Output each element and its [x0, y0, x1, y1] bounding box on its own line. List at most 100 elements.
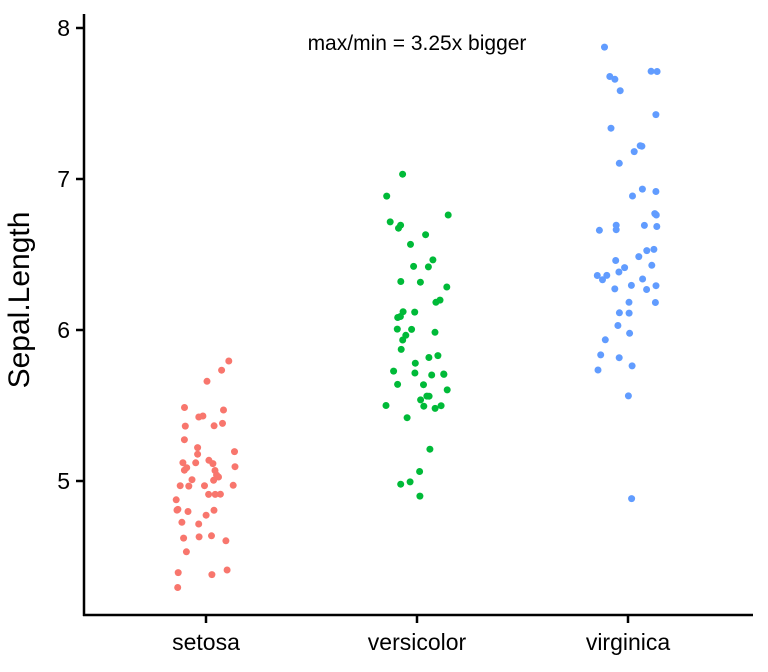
- data-point-virginica: [629, 192, 636, 200]
- data-point-versicolor: [411, 308, 419, 316]
- data-point-versicolor: [406, 478, 414, 486]
- data-point-setosa: [213, 471, 221, 479]
- data-point-versicolor: [382, 402, 390, 409]
- data-point-virginica: [621, 264, 629, 272]
- data-point-virginica: [601, 43, 608, 51]
- data-point-versicolor: [410, 262, 418, 270]
- data-point-setosa: [225, 357, 233, 365]
- data-point-versicolor: [399, 170, 407, 178]
- data-point-versicolor: [425, 354, 433, 361]
- data-point-setosa: [208, 571, 216, 579]
- data-point-virginica: [595, 226, 603, 234]
- data-point-versicolor: [416, 492, 424, 500]
- data-point-versicolor: [443, 386, 451, 394]
- data-point-setosa: [188, 476, 196, 484]
- data-point-setosa: [174, 569, 182, 577]
- data-point-setosa: [220, 406, 227, 414]
- data-point-versicolor: [440, 370, 448, 378]
- data-point-setosa: [183, 464, 191, 472]
- data-point-setosa: [181, 404, 188, 411]
- y-tick-label: 7: [57, 166, 70, 192]
- data-point-setosa: [176, 482, 184, 490]
- data-point-setosa: [222, 537, 230, 545]
- data-point-setosa: [179, 459, 187, 467]
- data-point-setosa: [205, 490, 213, 498]
- data-point-virginica: [640, 221, 648, 229]
- data-point-setosa: [229, 481, 237, 489]
- data-point-versicolor: [416, 278, 424, 286]
- data-point-virginica: [603, 271, 611, 279]
- data-point-setosa: [218, 366, 226, 374]
- data-point-setosa: [172, 496, 180, 504]
- data-point-virginica: [611, 285, 619, 293]
- data-point-virginica: [601, 336, 609, 344]
- data-point-versicolor: [411, 359, 419, 367]
- data-points-layer: [172, 43, 661, 591]
- annotation-text: max/min = 3.25x bigger: [308, 32, 527, 55]
- data-point-setosa: [216, 490, 224, 498]
- data-point-setosa: [192, 459, 200, 467]
- data-point-virginica: [643, 286, 651, 293]
- data-point-setosa: [231, 448, 238, 456]
- data-point-versicolor: [394, 314, 402, 321]
- data-point-virginica: [636, 142, 644, 150]
- data-point-virginica: [614, 322, 622, 329]
- data-point-virginica: [652, 188, 660, 195]
- data-point-versicolor: [407, 240, 414, 248]
- data-point-virginica: [612, 221, 620, 229]
- data-point-setosa: [178, 518, 186, 526]
- data-point-versicolor: [422, 231, 430, 239]
- x-tick-label-virginica: virginica: [586, 629, 671, 655]
- data-point-virginica: [615, 268, 623, 276]
- data-point-virginica: [593, 272, 601, 279]
- data-point-virginica: [628, 362, 636, 370]
- data-point-versicolor: [432, 298, 440, 306]
- data-point-setosa: [219, 419, 226, 427]
- data-point-versicolor: [394, 380, 402, 388]
- data-point-virginica: [628, 495, 636, 503]
- data-point-setosa: [208, 532, 215, 540]
- data-point-versicolor: [443, 283, 451, 291]
- data-point-virginica: [625, 298, 633, 306]
- data-point-virginica: [611, 75, 619, 83]
- data-point-setosa: [210, 422, 218, 430]
- data-point-virginica: [615, 354, 623, 362]
- data-point-versicolor: [393, 325, 401, 333]
- data-point-virginica: [599, 276, 606, 284]
- data-point-virginica: [626, 329, 634, 337]
- data-point-virginica: [653, 223, 661, 230]
- data-point-setosa: [185, 482, 193, 490]
- data-point-virginica: [643, 247, 651, 255]
- data-point-versicolor: [420, 402, 428, 410]
- data-point-setosa: [195, 533, 203, 541]
- data-point-setosa: [202, 511, 210, 519]
- data-point-versicolor: [437, 402, 445, 410]
- data-point-virginica: [651, 299, 659, 306]
- data-point-setosa: [195, 520, 203, 528]
- y-tick-label: 6: [57, 317, 70, 343]
- data-point-virginica: [652, 282, 660, 290]
- data-point-versicolor: [397, 345, 405, 353]
- axes-layer: 5 6 7 8 setosa versicolor virginica: [57, 14, 753, 655]
- data-point-setosa: [205, 456, 213, 464]
- data-point-setosa: [174, 584, 182, 591]
- x-tick-label-setosa: setosa: [172, 629, 240, 655]
- data-point-virginica: [594, 366, 602, 374]
- x-tick-label-versicolor: versicolor: [368, 629, 467, 655]
- data-point-virginica: [625, 309, 633, 317]
- data-point-versicolor: [403, 414, 411, 422]
- data-point-versicolor: [397, 480, 405, 488]
- data-point-virginica: [624, 392, 632, 400]
- data-point-versicolor: [397, 278, 405, 285]
- data-point-setosa: [223, 566, 231, 574]
- data-point-setosa: [173, 506, 181, 514]
- data-point-setosa: [184, 508, 192, 515]
- data-point-setosa: [194, 450, 202, 458]
- data-point-versicolor: [402, 331, 410, 339]
- data-point-setosa: [180, 534, 188, 542]
- data-point-versicolor: [444, 211, 452, 219]
- data-point-versicolor: [399, 308, 407, 316]
- data-point-virginica: [651, 210, 659, 218]
